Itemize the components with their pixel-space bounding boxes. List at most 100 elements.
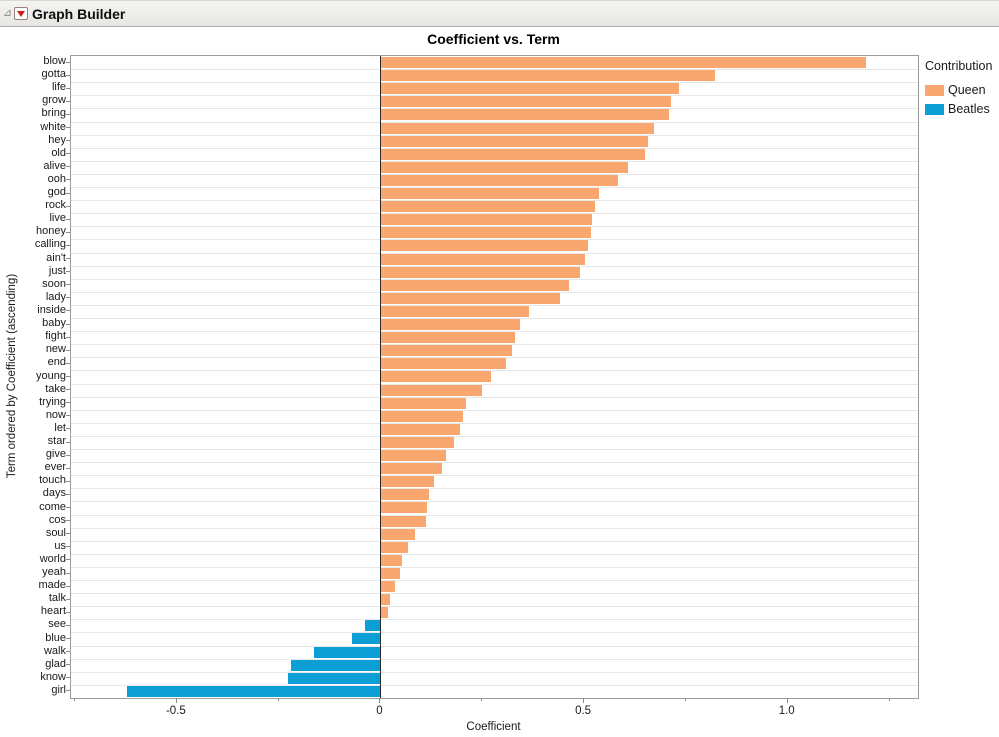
bar-bring[interactable]	[381, 109, 669, 121]
y-tick-mark	[66, 284, 71, 286]
bar-new[interactable]	[381, 345, 512, 357]
bar-walk[interactable]	[314, 646, 381, 658]
gridline	[71, 331, 918, 333]
legend-item-beatles[interactable]: Beatles	[925, 102, 999, 116]
gridline	[71, 304, 918, 306]
bar-soon[interactable]	[381, 279, 569, 291]
gridline	[71, 475, 918, 477]
bar-soul[interactable]	[381, 528, 416, 540]
gridline	[71, 632, 918, 634]
y-tick-mark	[66, 690, 71, 692]
bar-calling[interactable]	[381, 240, 588, 252]
gridline	[71, 69, 918, 71]
bar-hey[interactable]	[381, 135, 649, 147]
bar-baby[interactable]	[381, 319, 520, 331]
bar-live[interactable]	[381, 214, 593, 226]
bar-ever[interactable]	[381, 463, 443, 475]
bar-god[interactable]	[381, 188, 600, 200]
y-tick-label-young: young	[36, 369, 66, 382]
bar-see[interactable]	[365, 620, 381, 632]
bar-let[interactable]	[381, 423, 460, 435]
y-tick-label-let: let	[54, 421, 66, 434]
bar-grow[interactable]	[381, 96, 671, 108]
bar-come[interactable]	[381, 502, 428, 514]
gridline	[71, 619, 918, 621]
bar-rock[interactable]	[381, 201, 595, 213]
gridline	[71, 645, 918, 647]
bar-give[interactable]	[381, 450, 447, 462]
bar-us[interactable]	[381, 541, 409, 553]
bar-days[interactable]	[381, 489, 430, 501]
y-tick-mark	[66, 428, 71, 430]
bar-honey[interactable]	[381, 227, 591, 239]
bar-trying[interactable]	[381, 397, 466, 409]
y-tick-label-come: come	[39, 500, 66, 513]
y-tick-label-blow: blow	[43, 55, 66, 68]
bar-end[interactable]	[381, 358, 507, 370]
bar-fight[interactable]	[381, 332, 515, 344]
gridline	[71, 383, 918, 385]
gridline	[71, 226, 918, 228]
y-tick-mark	[66, 533, 71, 535]
gridline	[71, 187, 918, 189]
bar-world[interactable]	[381, 554, 402, 566]
y-tick-label-ain't: ain't	[46, 251, 66, 264]
bar-know[interactable]	[288, 672, 381, 684]
bar-now[interactable]	[381, 410, 463, 422]
bar-heart[interactable]	[381, 607, 388, 619]
bar-life[interactable]	[381, 83, 679, 95]
bar-ooh[interactable]	[381, 174, 618, 186]
bar-just[interactable]	[381, 266, 581, 278]
bar-alive[interactable]	[381, 161, 628, 173]
y-tick-label-white: white	[40, 120, 66, 133]
bar-cos[interactable]	[381, 515, 427, 527]
y-tick-mark	[66, 402, 71, 404]
y-tick-mark	[66, 323, 71, 325]
x-tick-label: 0	[376, 705, 383, 717]
bar-young[interactable]	[381, 371, 492, 383]
y-tick-mark	[66, 651, 71, 653]
gridline	[71, 488, 918, 490]
y-tick-label-just: just	[48, 264, 66, 277]
y-tick-label-new: new	[45, 343, 66, 356]
bar-old[interactable]	[381, 148, 646, 160]
bar-gotta[interactable]	[381, 70, 716, 82]
bar-girl[interactable]	[126, 685, 381, 697]
plot-area	[70, 55, 919, 699]
y-tick-label-heart: heart	[40, 605, 66, 618]
bar-blue[interactable]	[352, 633, 381, 645]
bar-glad[interactable]	[290, 659, 381, 671]
gridline	[71, 265, 918, 267]
y-axis-labels: blow gotta life grow bring white hey old alive oo…	[0, 55, 66, 697]
y-tick-label-fight: fight	[45, 330, 66, 343]
outline-disclosure-icon[interactable]: ⊿	[2, 7, 13, 19]
y-tick-mark	[66, 218, 71, 220]
bar-made[interactable]	[381, 581, 396, 593]
x-tick-mark	[379, 698, 381, 703]
bar-ain't[interactable]	[381, 253, 586, 265]
bar-touch[interactable]	[381, 476, 435, 488]
y-tick-label-rock: rock	[45, 199, 66, 212]
bar-inside[interactable]	[381, 305, 529, 317]
gridline	[71, 435, 918, 437]
gridline	[71, 514, 918, 516]
y-tick-label-calling: calling	[34, 238, 66, 251]
gridline	[71, 540, 918, 542]
bar-blow[interactable]	[381, 57, 867, 68]
bar-take[interactable]	[381, 384, 482, 396]
bar-yeah[interactable]	[381, 567, 400, 579]
y-tick-mark	[66, 467, 71, 469]
bar-talk[interactable]	[381, 594, 391, 606]
bar-lady[interactable]	[381, 292, 560, 304]
red-triangle-menu-button[interactable]	[14, 7, 28, 20]
bar-white[interactable]	[381, 122, 655, 134]
y-tick-mark	[66, 507, 71, 509]
legend-item-queen[interactable]: Queen	[925, 83, 999, 97]
y-tick-label-baby: baby	[42, 317, 66, 330]
y-tick-mark	[66, 624, 71, 626]
gridline	[71, 278, 918, 280]
legend-label: Queen	[948, 83, 986, 97]
gridline	[71, 108, 918, 110]
y-tick-label-glad: glad	[45, 657, 66, 670]
bar-star[interactable]	[381, 436, 454, 448]
